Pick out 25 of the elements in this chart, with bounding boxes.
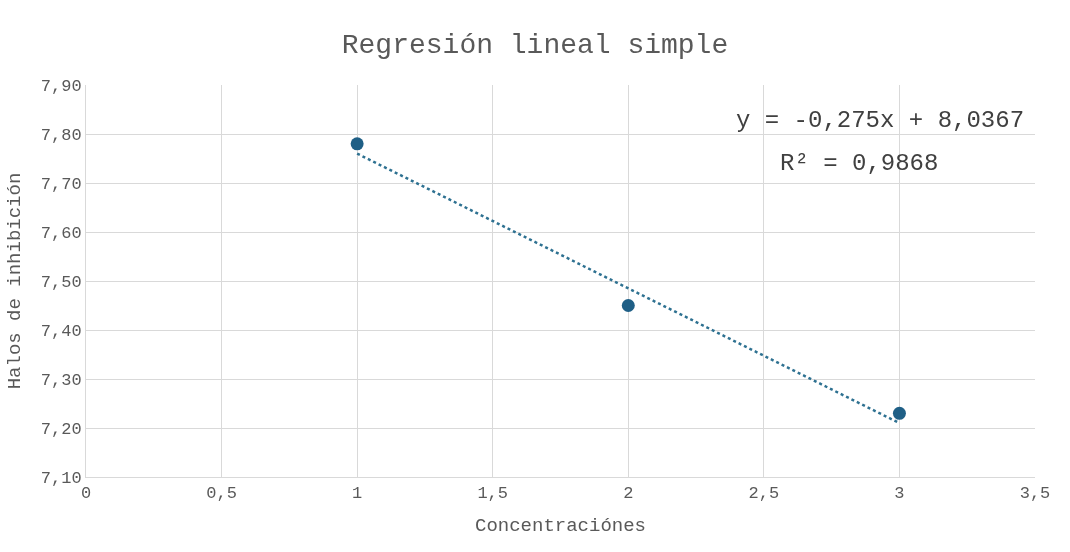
y-tick-label: 7,30	[40, 370, 82, 390]
y-tick-label: 7,40	[40, 321, 82, 341]
y-tick-label: 7,80	[40, 125, 82, 145]
x-tick-label: 3	[894, 484, 905, 504]
y-tick-label: 7,20	[40, 419, 82, 439]
x-tick-label: 3,5	[1019, 484, 1051, 504]
y-tick-label: 7,90	[40, 76, 82, 96]
x-tick-label: 1	[352, 484, 363, 504]
y-tick-label: 7,70	[40, 174, 82, 194]
y-tick-label: 7,10	[40, 468, 82, 488]
y-tick-label: 7,50	[40, 272, 82, 292]
y-axis-title: Halos de inhibición	[3, 172, 26, 390]
x-tick-label: 2	[623, 484, 634, 504]
x-tick-label: 1,5	[477, 484, 509, 504]
annotation: y = -0,275x + 8,0367	[736, 107, 1025, 134]
point	[621, 299, 635, 312]
point	[350, 137, 364, 151]
point	[892, 406, 906, 420]
x-tick-label: 2,5	[748, 484, 780, 504]
chart-title: Regresión lineal simple	[341, 29, 729, 61]
y-tick-label: 7,60	[40, 223, 82, 243]
x-axis-title: Concentraciónes	[474, 515, 647, 538]
annotation: R² = 0,9868	[780, 150, 939, 177]
x-tick-label: 0	[80, 484, 92, 504]
x-tick-label: 0,5	[206, 484, 237, 504]
